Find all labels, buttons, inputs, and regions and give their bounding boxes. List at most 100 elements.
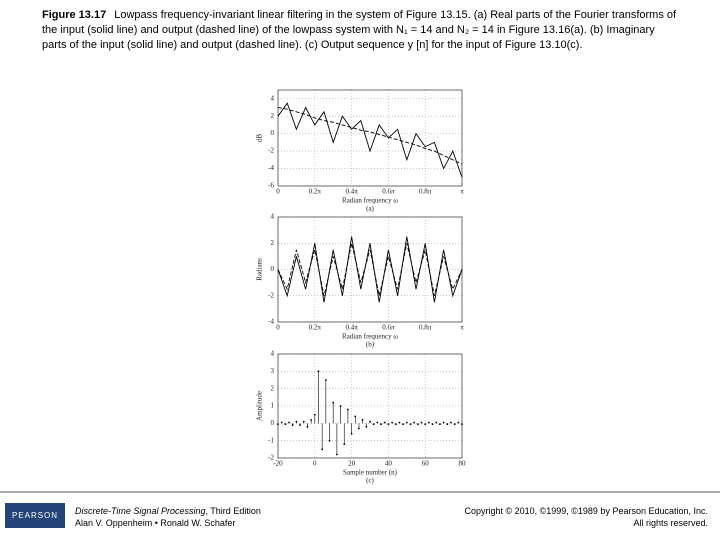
- stem-marker: [361, 418, 364, 421]
- authors: Alan V. Oppenheim • Ronald W. Schafer: [75, 518, 236, 528]
- stem: [324, 379, 327, 424]
- x-tick-label: 0: [313, 460, 317, 468]
- stem: [409, 423, 412, 426]
- stem: [354, 415, 357, 424]
- x-tick-label: 0.6π: [382, 188, 395, 196]
- x-tick-label: π: [460, 324, 464, 332]
- stem: [376, 421, 379, 424]
- x-tick-label: 0.4π: [345, 324, 358, 332]
- stem-marker: [398, 421, 401, 424]
- stem: [453, 423, 456, 426]
- stem-marker: [442, 421, 445, 424]
- stem: [291, 423, 294, 426]
- y-tick-label: 2: [271, 384, 275, 392]
- stem-marker: [313, 413, 316, 416]
- stem-marker: [295, 420, 298, 423]
- stem: [442, 421, 445, 424]
- x-tick-label: 80: [459, 460, 467, 468]
- stem: [435, 421, 438, 424]
- stem-marker: [450, 421, 452, 424]
- stem: [380, 423, 382, 426]
- plot-frame: [277, 353, 463, 459]
- stem-marker: [310, 418, 313, 421]
- stem-marker: [435, 421, 438, 424]
- x-axis-label: Radian frequency ω: [342, 333, 398, 341]
- stem: [413, 421, 416, 424]
- stem: [457, 421, 460, 424]
- stem: [420, 421, 423, 424]
- stem: [391, 421, 393, 424]
- y-tick-label: 4: [271, 213, 275, 221]
- stem: [398, 421, 401, 424]
- x-tick-label: 0.4π: [345, 188, 358, 196]
- stem-marker: [365, 425, 368, 428]
- caption-text: Lowpass frequency-invariant linear filte…: [42, 9, 677, 51]
- stem: [280, 421, 283, 424]
- stem-marker: [306, 425, 309, 428]
- y-tick-label: -2: [268, 291, 274, 299]
- stem: [328, 423, 331, 442]
- stem: [427, 421, 430, 424]
- stem-marker: [317, 370, 320, 373]
- stem-marker: [402, 423, 405, 426]
- x-axis-label: Sample number (n): [343, 469, 398, 477]
- stem-marker: [339, 405, 342, 407]
- stem-marker: [347, 408, 349, 411]
- y-axis-label: Amplitude: [256, 391, 264, 421]
- series-line: [277, 107, 463, 165]
- stem-marker: [299, 424, 301, 426]
- stem-marker: [409, 423, 412, 426]
- stem: [383, 421, 386, 424]
- stem-marker: [383, 421, 386, 424]
- stem-marker: [405, 421, 408, 424]
- logo: PEARSON: [12, 511, 58, 520]
- stem: [284, 423, 287, 426]
- stem: [424, 423, 427, 426]
- stem-marker: [328, 439, 331, 442]
- stem-marker: [358, 427, 360, 430]
- stem-marker: [431, 423, 434, 426]
- stem-marker: [291, 424, 294, 426]
- y-tick-label: 0: [271, 419, 275, 427]
- panel-label: (b): [366, 341, 375, 349]
- x-tick-label: 0.2π: [309, 188, 322, 196]
- y-tick-label: 0: [271, 129, 275, 137]
- stem-marker: [376, 421, 379, 424]
- x-tick-label: π: [460, 188, 464, 196]
- x-tick-label: 20: [348, 460, 356, 468]
- y-tick-label: 4: [271, 350, 275, 358]
- stem: [313, 413, 316, 424]
- y-tick-label: -6: [268, 182, 274, 190]
- caption: Figure 13.17 Lowpass frequency-invariant …: [42, 8, 682, 53]
- stem: [332, 401, 335, 424]
- stem: [321, 423, 324, 451]
- stem-marker: [391, 421, 393, 424]
- stem: [350, 423, 353, 435]
- stem-marker: [302, 420, 305, 423]
- stem-marker: [369, 420, 371, 423]
- stem-marker: [350, 432, 353, 435]
- stem: [302, 420, 305, 424]
- stem: [310, 418, 313, 424]
- x-tick-label: 60: [422, 460, 430, 468]
- figure-label: Figure 13.17: [42, 9, 107, 21]
- y-axis-label: Radians: [256, 258, 264, 281]
- stem: [343, 423, 346, 446]
- y-axis-label: dB: [256, 134, 264, 143]
- y-tick-label: 2: [271, 112, 275, 120]
- stem: [358, 423, 360, 430]
- stem-marker: [324, 379, 327, 381]
- logo-box: [5, 503, 65, 528]
- stem: [306, 423, 309, 428]
- stem: [405, 421, 408, 424]
- x-tick-label: 40: [385, 460, 393, 468]
- stem-marker: [420, 421, 423, 424]
- stem: [439, 423, 441, 426]
- stem: [450, 421, 452, 424]
- y-tick-label: 0: [271, 265, 275, 273]
- stem-marker: [288, 421, 290, 424]
- stem-marker: [284, 423, 287, 426]
- y-tick-label: 4: [271, 94, 275, 102]
